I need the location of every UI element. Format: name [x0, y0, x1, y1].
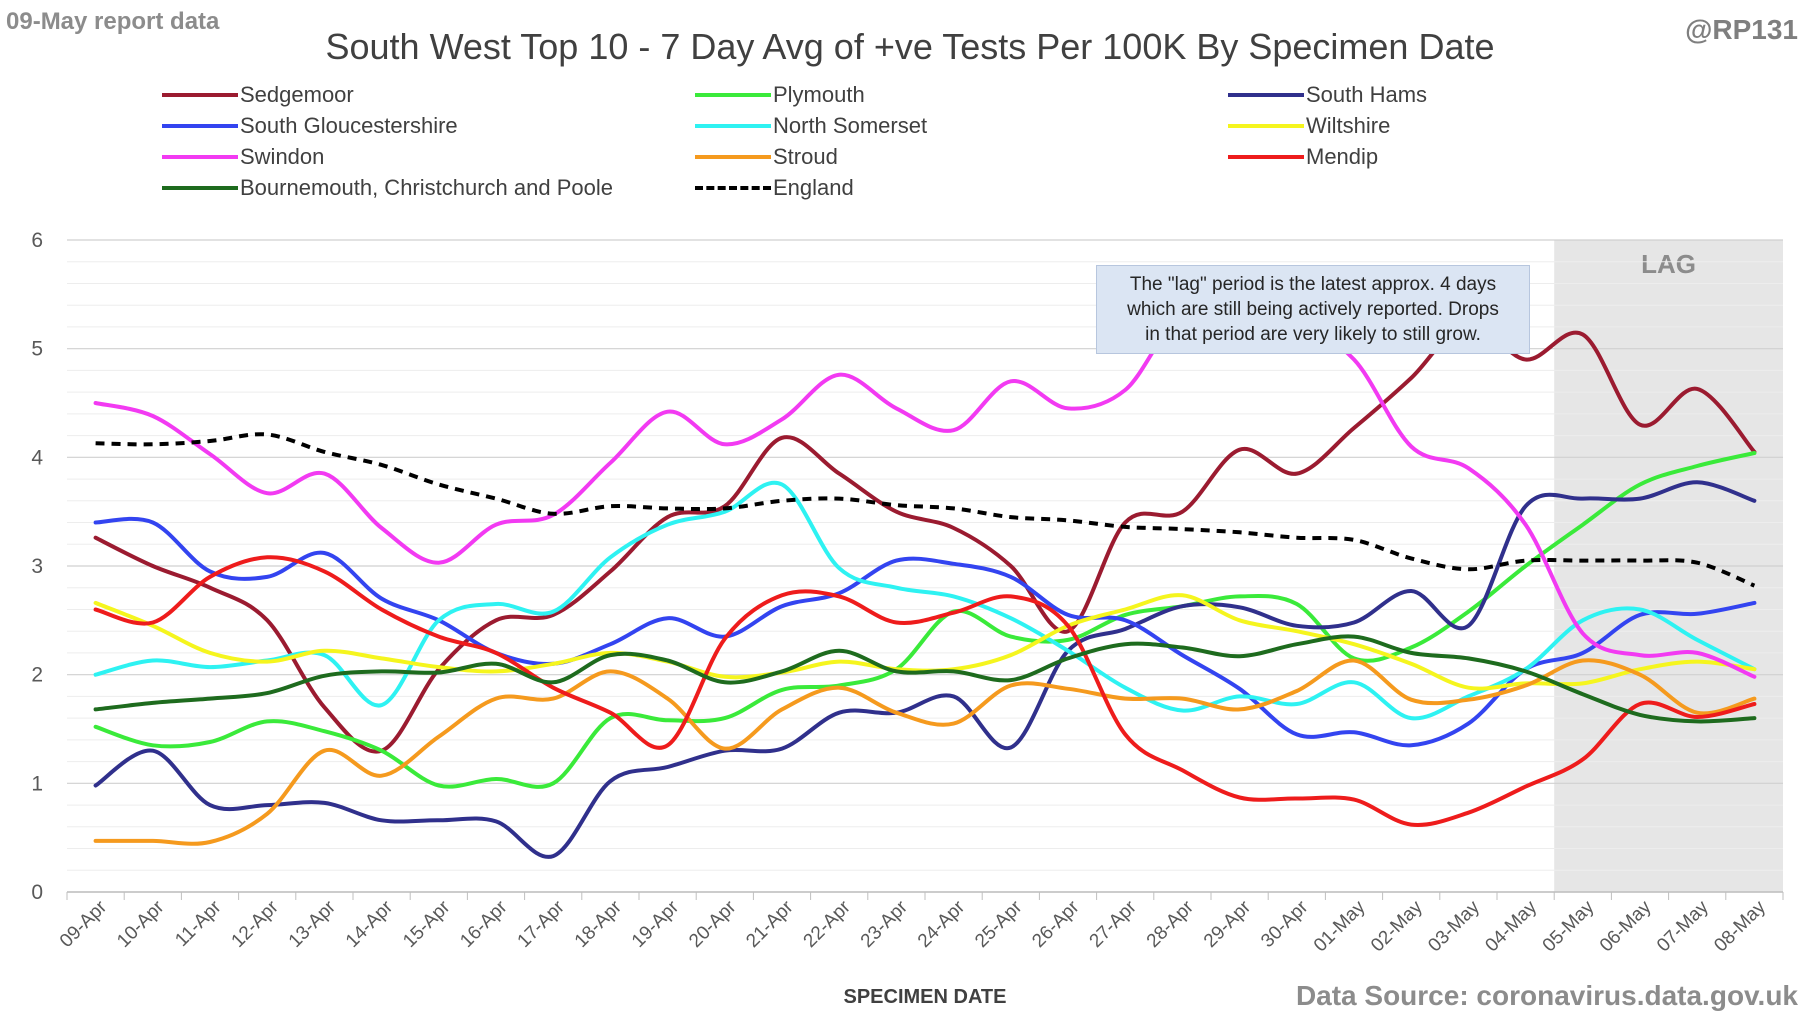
y-tick-label: 2	[31, 664, 43, 687]
y-tick-label: 1	[31, 772, 43, 795]
legend-swatch	[1228, 93, 1304, 97]
series-line-south-hams	[93, 480, 1757, 859]
series-line-swindon	[93, 312, 1757, 679]
legend-swatch	[1228, 155, 1304, 159]
x-tick-label: 26-Apr	[1028, 896, 1084, 952]
legend-label: England	[773, 175, 854, 200]
legend-item: Bournemouth, Christchurch and Poole	[162, 173, 613, 203]
x-tick-label: 12-Apr	[228, 896, 284, 952]
x-tick-label: 05-May	[1539, 896, 1599, 956]
x-tick-label: 03-May	[1424, 896, 1484, 956]
legend-item: Wiltshire	[1228, 111, 1390, 141]
report-date-label: 09-May report data	[6, 8, 220, 35]
legend-item: England	[695, 173, 854, 203]
y-tick-label: 0	[31, 881, 43, 904]
x-tick-label: 02-May	[1367, 896, 1427, 956]
legend-label: Mendip	[1306, 144, 1379, 169]
x-tick-label: 01-May	[1310, 896, 1370, 956]
legend-item: South Hams	[1228, 80, 1427, 110]
y-tick-label: 3	[31, 555, 43, 578]
x-tick-label: 18-Apr	[571, 896, 627, 952]
legend-label: Sedgemoor	[240, 82, 354, 107]
x-tick-label: 16-Apr	[456, 896, 512, 952]
lag-note-line: which are still being actively reported.…	[1127, 299, 1499, 320]
x-tick-label: 20-Apr	[685, 896, 741, 952]
x-tick-label: 21-Apr	[742, 896, 798, 952]
x-tick-label: 24-Apr	[914, 896, 970, 952]
series-line-north-somerset	[93, 480, 1757, 721]
data-source: Data Source: coronavirus.data.gov.uk	[1295, 980, 1798, 1011]
legend-swatch	[162, 186, 238, 190]
x-tick-label: 29-Apr	[1200, 896, 1256, 952]
lag-note: The "lag" period is the latest approx. 4…	[1096, 265, 1530, 354]
lag-note-line: in that period are very likely to still …	[1145, 324, 1481, 345]
x-tick-label: 23-Apr	[857, 896, 913, 952]
x-tick-label: 13-Apr	[285, 896, 341, 952]
y-tick-label: 6	[31, 229, 43, 252]
legend-label: South Gloucestershire	[240, 113, 458, 138]
chart-title: South West Top 10 - 7 Day Avg of +ve Tes…	[325, 26, 1495, 67]
legend-item: North Somerset	[695, 111, 927, 141]
series-line-stroud	[93, 658, 1757, 846]
legend-swatch	[695, 186, 771, 190]
author-handle: @RP131	[1685, 14, 1798, 45]
x-tick-label: 25-Apr	[971, 896, 1027, 952]
series-line-england	[95, 432, 1756, 588]
legend-label: Stroud	[773, 144, 838, 169]
x-tick-label: 09-Apr	[56, 896, 112, 952]
legend-label: South Hams	[1306, 82, 1428, 107]
series-line-mendip	[93, 555, 1757, 827]
legend-swatch	[1228, 124, 1304, 128]
y-tick-label: 4	[31, 446, 43, 469]
x-tick-label: 14-Apr	[342, 896, 398, 952]
x-tick-label: 11-Apr	[171, 896, 226, 951]
legend-item: South Gloucestershire	[162, 111, 458, 141]
x-tick-label: 08-May	[1710, 896, 1770, 956]
x-tick-label: 07-May	[1653, 896, 1713, 956]
x-tick-label: 28-Apr	[1143, 896, 1199, 952]
legend-swatch	[162, 93, 238, 97]
legend-label: North Somerset	[773, 113, 928, 138]
x-tick-label: 10-Apr	[113, 896, 169, 952]
series-line-plymouth	[93, 451, 1757, 789]
x-tick-label: 27-Apr	[1086, 896, 1142, 952]
x-tick-label: 22-Apr	[800, 896, 856, 952]
x-tick-label: 19-Apr	[628, 896, 684, 952]
legend-item: Stroud	[695, 142, 838, 172]
x-tick-label: 15-Apr	[399, 896, 455, 952]
x-tick-label: 30-Apr	[1257, 896, 1313, 952]
lag-label: LAG	[1641, 249, 1696, 279]
legend-item: Mendip	[1228, 142, 1378, 172]
legend-swatch	[695, 124, 771, 128]
legend-swatch	[162, 124, 238, 128]
legend-swatch	[695, 93, 771, 97]
y-tick-label: 5	[31, 338, 43, 361]
series-line-south-gloucestershire	[93, 516, 1757, 748]
legend-label: Bournemouth, Christchurch and Poole	[240, 175, 613, 200]
legend-item: Sedgemoor	[162, 80, 354, 110]
legend-item: Swindon	[162, 142, 324, 172]
x-tick-label: 17-Apr	[514, 896, 570, 952]
legend-item: Plymouth	[695, 80, 865, 110]
legend-label: Wiltshire	[1306, 113, 1391, 138]
lag-note-line: The "lag" period is the latest approx. 4…	[1129, 274, 1497, 295]
legend-swatch	[162, 155, 238, 159]
legend-label: Plymouth	[773, 82, 865, 107]
x-tick-label: 06-May	[1596, 896, 1656, 956]
legend-label: Swindon	[240, 144, 325, 169]
legend-swatch	[695, 155, 771, 159]
series-line-bournemouth-christchurch-and-poole	[93, 634, 1757, 724]
x-tick-label: 04-May	[1481, 896, 1541, 956]
x-axis-title: SPECIMEN DATE	[844, 986, 1007, 1008]
